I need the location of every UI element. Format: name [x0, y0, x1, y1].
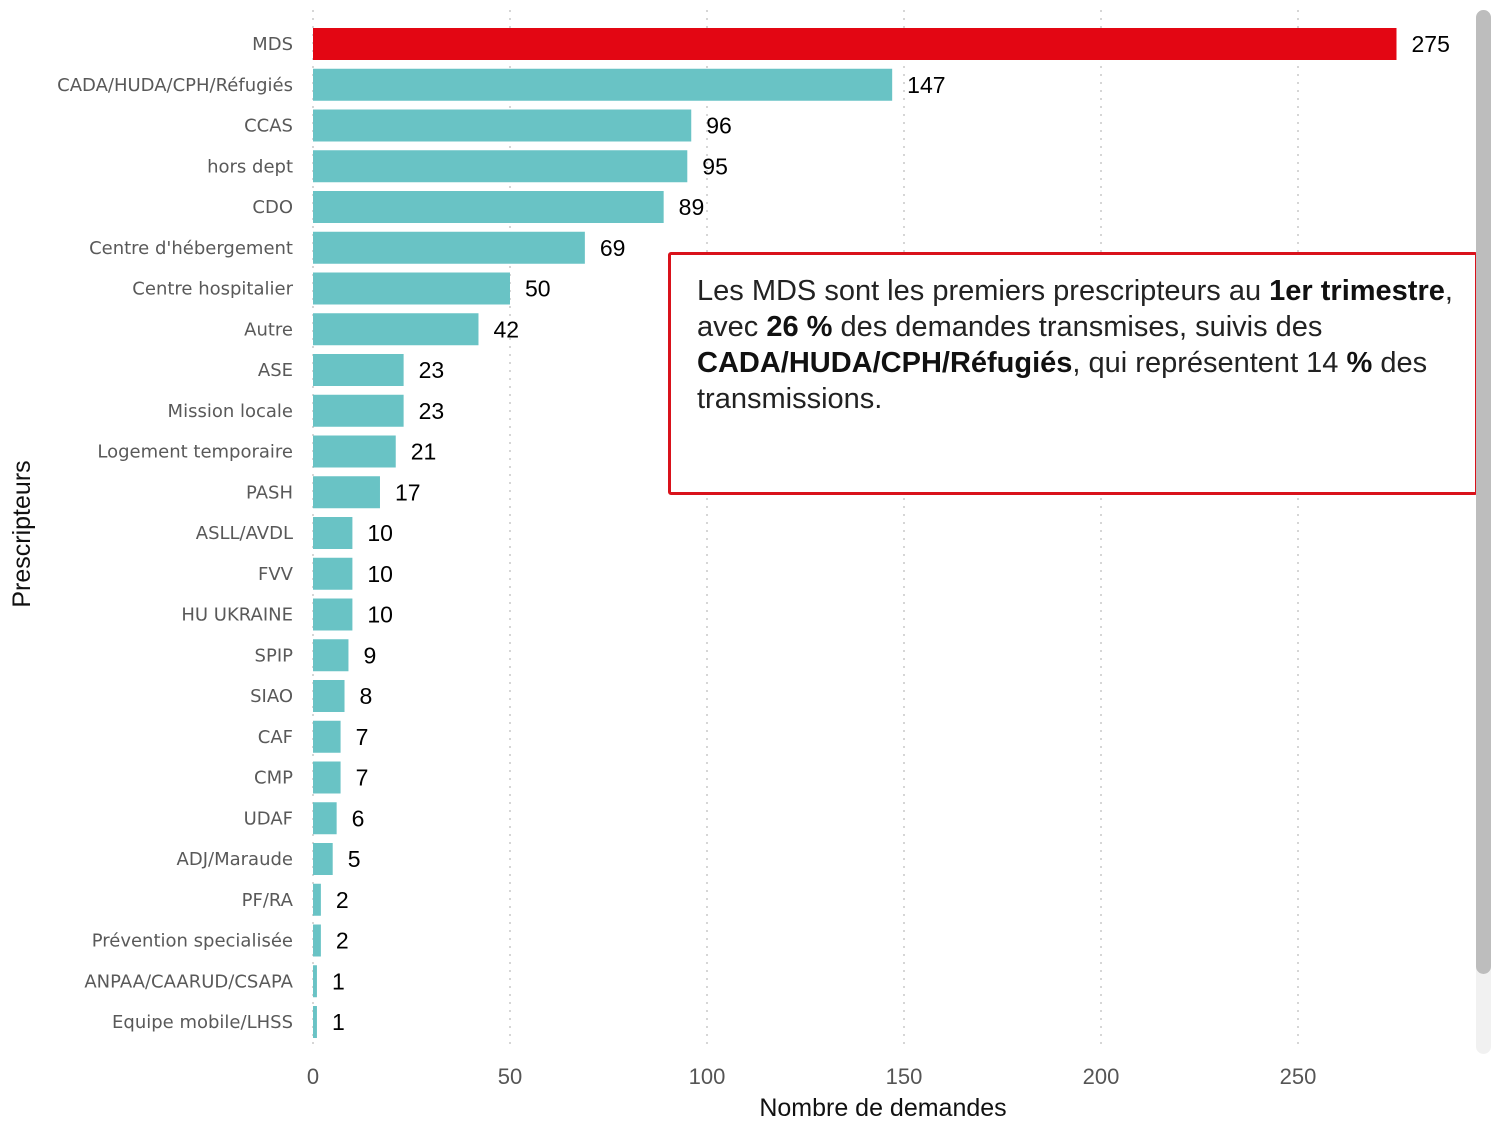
bar-1 [313, 68, 893, 101]
x-tick-label: 100 [689, 1064, 726, 1089]
value-label: 10 [367, 520, 393, 546]
category-label: PF/RA [242, 890, 294, 911]
bar-3 [313, 150, 688, 183]
bar-10 [313, 435, 396, 468]
annotation-text-part: CADA/HUDA/CPH/Réfugiés [697, 347, 1073, 379]
value-label: 21 [411, 439, 437, 465]
bars [313, 28, 1397, 1038]
category-label: HU UKRAINE [181, 605, 293, 626]
bar-23 [313, 965, 317, 998]
bar-13 [313, 557, 353, 590]
annotation-text-part: des demandes transmises, suivis des [832, 311, 1323, 343]
value-label: 7 [356, 724, 369, 750]
value-label: 1 [332, 968, 345, 994]
annotation-text-part: Les MDS sont les premiers prescripteurs … [697, 275, 1270, 307]
category-label: Mission locale [168, 401, 293, 422]
value-label: 50 [525, 276, 551, 302]
category-label: Centre hospitalier [132, 279, 293, 300]
category-label: CAF [258, 727, 293, 748]
bar-7 [313, 313, 479, 346]
x-tick-label: 250 [1280, 1064, 1317, 1089]
bar-22 [313, 924, 321, 957]
category-label: ADJ/Maraude [177, 849, 293, 870]
category-label: hors dept [207, 156, 293, 177]
category-label: Autre [244, 319, 293, 340]
bar-0 [313, 28, 1397, 60]
value-label: 10 [367, 561, 393, 587]
annotation-text-part: 1er trimestre [1269, 275, 1445, 307]
value-label: 6 [352, 805, 365, 831]
category-label: MDS [252, 34, 293, 55]
category-label: ANPAA/CAARUD/CSAPA [84, 971, 293, 992]
value-label: 69 [600, 235, 626, 261]
bar-19 [313, 802, 337, 835]
category-label: SIAO [250, 686, 293, 707]
value-label: 275 [1412, 31, 1450, 57]
bar-21 [313, 883, 321, 916]
category-label: PASH [246, 482, 293, 503]
category-label: CMP [254, 768, 293, 789]
value-label: 1 [332, 1009, 345, 1035]
category-label: Prévention specialisée [92, 931, 293, 952]
x-tick-label: 200 [1083, 1064, 1120, 1089]
annotation-text-part: , avec [697, 275, 1453, 343]
value-label: 95 [702, 153, 728, 179]
value-labels: 2751479695896950422323211710101098776522… [332, 31, 1450, 1035]
bar-18 [313, 761, 341, 794]
category-label: Equipe mobile/LHSS [112, 1012, 293, 1033]
category-label: ASE [258, 360, 293, 381]
value-label: 5 [348, 846, 361, 872]
x-tick-label: 50 [498, 1064, 522, 1089]
bar-24 [313, 1006, 317, 1038]
category-label: CCAS [244, 116, 293, 137]
annotation-text-part: % [1346, 347, 1373, 379]
x-tick-label: 0 [307, 1064, 319, 1089]
x-axis-ticks: 0 50 100 150 200 250 [307, 1064, 1316, 1089]
category-labels: MDS CADA/HUDA/CPH/Réfugiés CCAS hors dept CD… [57, 34, 294, 1033]
value-label: 17 [395, 479, 421, 505]
category-label: Centre d'hébergement [89, 238, 293, 259]
value-label: 8 [360, 683, 373, 709]
category-label: Logement temporaire [97, 442, 293, 463]
category-label: SPIP [255, 645, 294, 666]
bar-9 [313, 394, 404, 427]
annotation-box: Les MDS sont les premiers prescripteurs … [668, 252, 1478, 495]
y-axis-title: Prescripteurs [8, 460, 36, 607]
category-label: ASLL/AVDL [196, 523, 293, 544]
x-tick-label: 150 [886, 1064, 923, 1089]
bar-2 [313, 109, 692, 142]
annotation-text-part: des transmissions. [697, 347, 1428, 415]
category-label: FVV [258, 564, 294, 585]
bar-11 [313, 476, 380, 509]
bar-12 [313, 517, 353, 549]
value-label: 23 [419, 398, 445, 424]
bar-17 [313, 720, 341, 753]
category-label: CDO [252, 197, 293, 218]
value-label: 9 [363, 642, 376, 668]
value-label: 10 [367, 602, 393, 628]
value-label: 96 [706, 113, 732, 139]
annotation-text-part: , qui représentent 14 [1072, 347, 1347, 379]
bar-5 [313, 231, 585, 264]
bar-6 [313, 272, 510, 305]
bar-8 [313, 354, 404, 386]
category-label: UDAF [244, 808, 293, 829]
bar-16 [313, 680, 345, 712]
annotation-text-part: 26 % [766, 311, 833, 343]
bar-14 [313, 598, 353, 631]
bar-20 [313, 843, 333, 875]
x-axis-title: Nombre de demandes [759, 1094, 1006, 1122]
category-label: CADA/HUDA/CPH/Réfugiés [57, 75, 293, 96]
bar-4 [313, 191, 664, 223]
value-label: 2 [336, 887, 349, 913]
value-label: 89 [679, 194, 705, 220]
value-label: 7 [356, 765, 369, 791]
value-label: 42 [493, 316, 519, 342]
value-label: 23 [419, 357, 445, 383]
value-label: 2 [336, 928, 349, 954]
bar-15 [313, 639, 349, 672]
value-label: 147 [907, 72, 945, 98]
scrollbar-thumb[interactable] [1476, 10, 1491, 974]
